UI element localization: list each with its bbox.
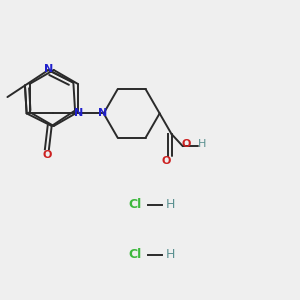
Text: O: O <box>42 150 52 160</box>
Text: O: O <box>181 139 190 149</box>
Text: O: O <box>162 156 171 167</box>
Text: H: H <box>165 199 175 212</box>
Text: N: N <box>74 108 84 118</box>
Text: H: H <box>198 139 206 149</box>
Text: N: N <box>44 64 53 74</box>
Text: Cl: Cl <box>128 248 142 262</box>
Text: N: N <box>98 108 107 118</box>
Text: Cl: Cl <box>128 199 142 212</box>
Text: H: H <box>165 248 175 262</box>
